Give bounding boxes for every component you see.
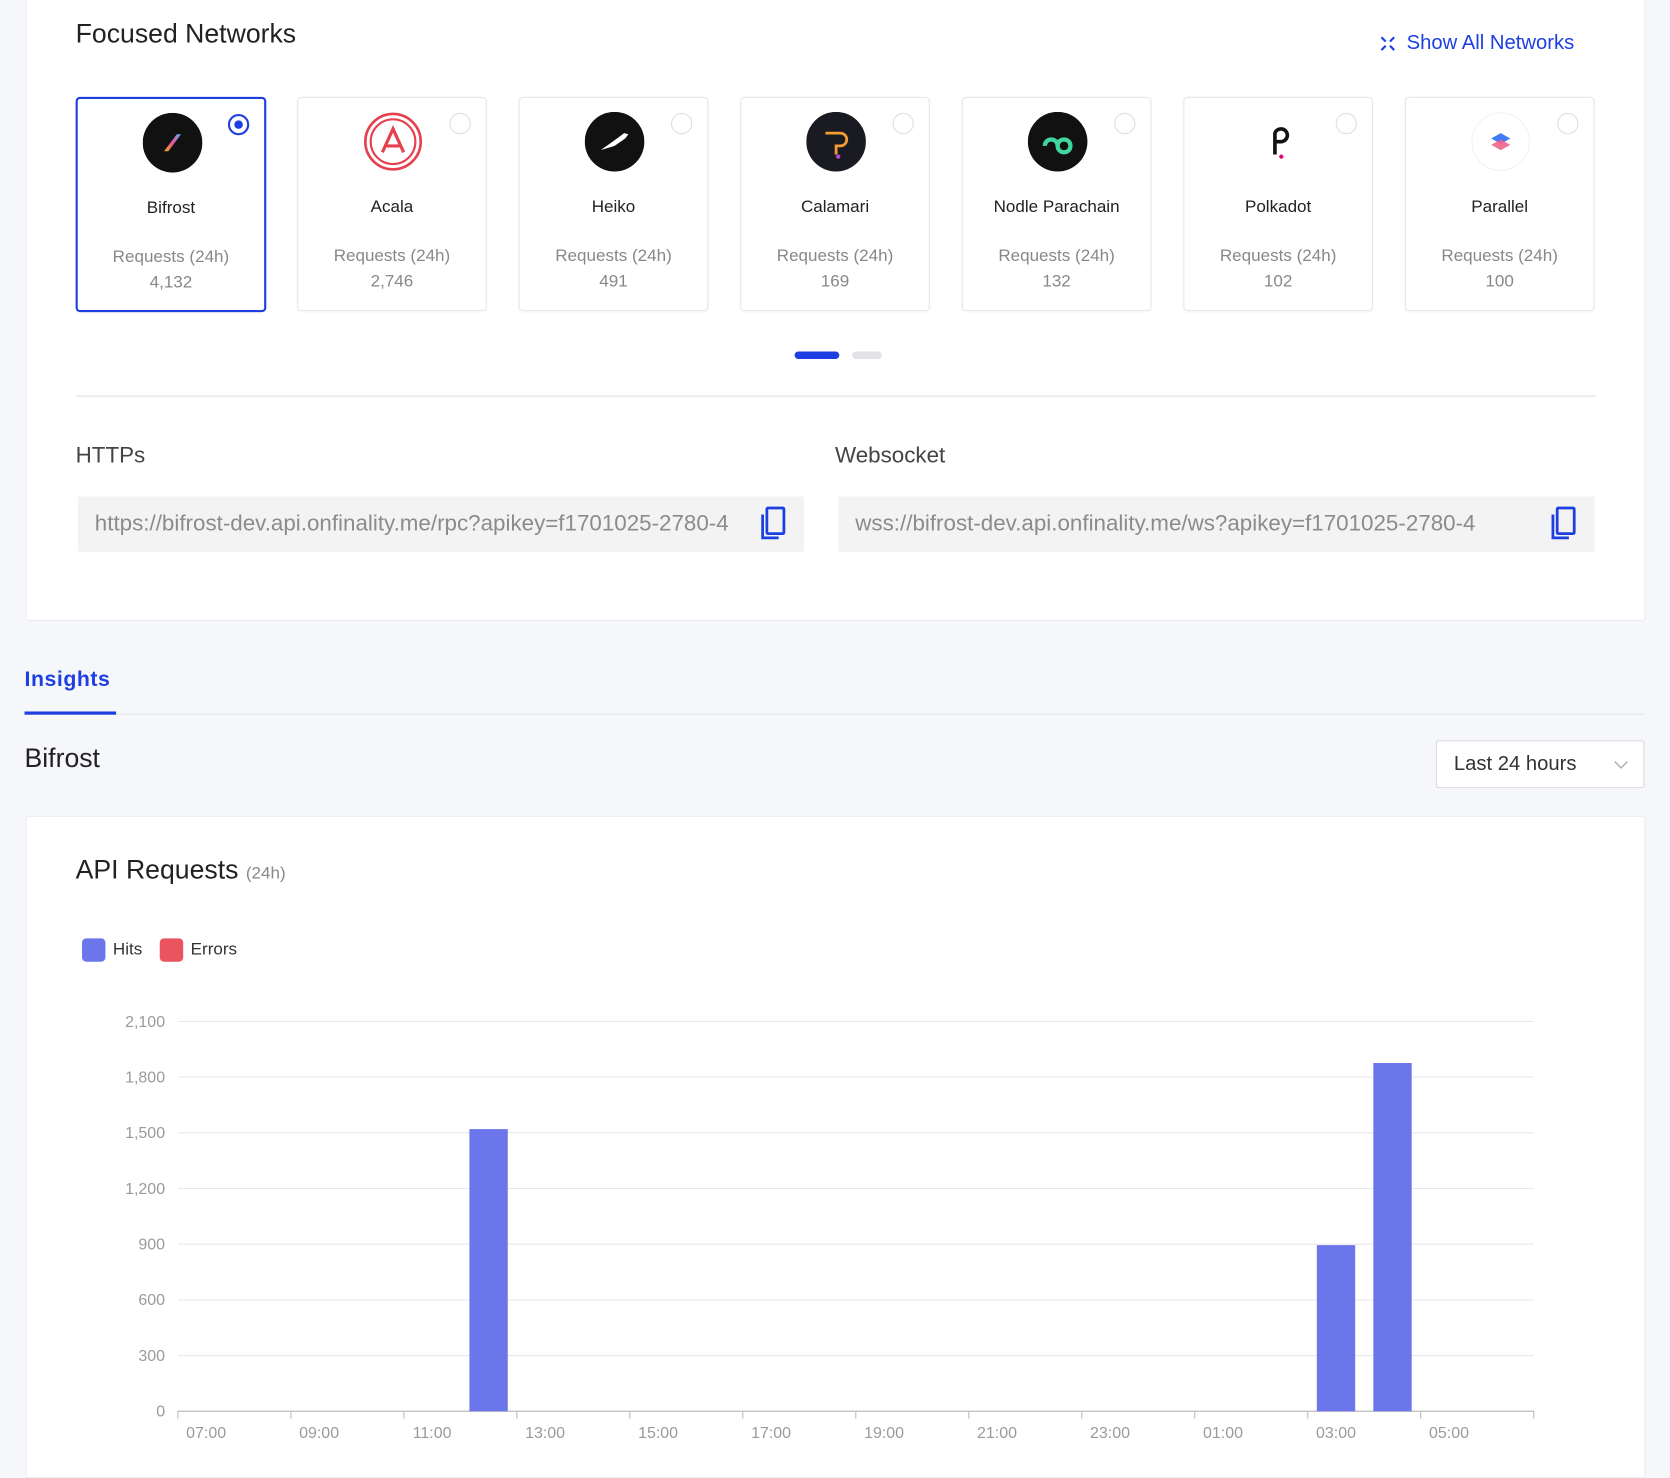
network-name: Bifrost [146,199,196,218]
x-tick-label: 19:00 [864,1425,904,1442]
y-tick-label: 300 [138,1348,165,1365]
calamari-logo-icon [806,111,866,172]
network-radio[interactable] [1114,112,1136,135]
chart-title-text: API Requests [75,855,239,886]
requests-value: 100 [1485,272,1514,291]
network-card-nodle-parachain[interactable]: Nodle Parachain Requests (24h) 132 [961,96,1152,312]
network-radio[interactable] [892,112,914,135]
time-range-value: Last 24 hours [1453,752,1577,775]
legend-item-errors[interactable]: Errors [159,938,238,962]
bar-hits-12:00 [469,1129,508,1412]
x-tick-label: 13:00 [525,1425,565,1442]
tab-insights[interactable]: Insights [24,667,111,692]
websocket-label: Websocket [835,443,946,468]
tab-bar-divider [24,713,1645,715]
network-radio[interactable] [227,113,250,136]
requests-label: Requests (24h) [1219,247,1337,266]
y-tick-label: 1,200 [125,1181,165,1198]
carousel-dot-2[interactable] [852,351,882,359]
requests-label: Requests (24h) [333,247,451,266]
network-name: Acala [370,198,414,217]
y-tick-label: 1,500 [125,1125,165,1142]
x-tick-label: 07:00 [186,1425,226,1442]
https-url-value: https://bifrost-dev.api.onfinality.me/rp… [94,511,729,536]
requests-value: 132 [1042,272,1071,291]
y-tick-label: 0 [156,1404,165,1421]
expand-icon [1380,36,1395,51]
requests-value: 491 [599,272,628,291]
divider [75,395,1597,398]
https-url-field[interactable]: https://bifrost-dev.api.onfinality.me/rp… [77,496,805,552]
network-card-bifrost[interactable]: Bifrost Requests (24h) 4,132 [75,96,267,313]
requests-label: Requests (24h) [1441,247,1558,266]
copy-icon[interactable] [1548,506,1578,542]
chart-subtitle: (24h) [245,864,286,883]
y-tick-label: 1,800 [125,1069,165,1086]
api-requests-chart: 0 300 600 900 1,200 1,500 1,800 2,100 07:00 09:00… [125,1014,1535,1442]
requests-label: Requests (24h) [998,247,1115,266]
acala-logo-icon [363,112,423,172]
requests-value: 4,132 [149,273,193,292]
network-radio[interactable] [449,112,471,135]
network-radio[interactable] [1557,112,1579,135]
bar-hits-04:00 [1373,1063,1412,1412]
x-tick-label: 15:00 [638,1425,678,1442]
y-tick-label: 600 [138,1292,165,1309]
bifrost-logo-icon [142,112,203,173]
network-card-calamari[interactable]: Calamari Requests (24h) 169 [740,96,930,312]
legend-swatch-errors [159,938,184,962]
requests-value: 102 [1263,272,1293,291]
network-radio[interactable] [1335,112,1357,135]
legend-label-errors: Errors [190,940,238,959]
legend-label-hits: Hits [112,940,143,959]
parallel-logo-icon [1471,112,1531,172]
x-tick-label: 23:00 [1090,1425,1130,1442]
requests-value: 169 [820,272,850,291]
network-name: Heiko [591,198,636,217]
x-tick-label: 17:00 [751,1425,791,1442]
network-name: Calamari [800,198,870,217]
x-tick-label: 21:00 [977,1425,1017,1442]
x-tick-label: 09:00 [299,1425,339,1442]
active-tab-indicator [24,711,117,715]
focused-networks-title: Focused Networks [75,19,297,49]
network-card-polkadot[interactable]: Polkadot Requests (24h) 102 [1183,96,1373,312]
requests-value: 2,746 [370,272,414,291]
x-tick-label: 03:00 [1316,1425,1356,1442]
carousel-dot-1[interactable] [794,351,840,359]
websocket-url-value: wss://bifrost-dev.api.onfinality.me/ws?a… [855,511,1476,536]
selected-network-title: Bifrost [24,743,100,774]
focused-networks-panel: Focused Networks Show All Networks Bifro… [25,0,1646,621]
x-tick-label: 01:00 [1203,1425,1243,1442]
legend-swatch-hits [82,938,106,962]
x-tick-label: 05:00 [1429,1425,1469,1442]
network-card-parallel[interactable]: Parallel Requests (24h) 100 [1404,96,1595,312]
https-label: HTTPs [75,443,146,468]
websocket-url-field[interactable]: wss://bifrost-dev.api.onfinality.me/ws?a… [838,496,1595,552]
api-requests-panel: API Requests (24h) Hits Errors 0 300 600 90… [25,815,1646,1478]
network-radio[interactable] [671,112,693,135]
time-range-select[interactable]: Last 24 hours [1435,740,1645,789]
nodle-logo-icon [1027,111,1088,172]
show-all-networks-button[interactable]: Show All Networks [1379,32,1574,55]
show-all-networks-label: Show All Networks [1406,31,1575,55]
x-tick-label: 11:00 [413,1425,452,1442]
bar-hits-03:00 [1316,1245,1356,1412]
network-name: Parallel [1471,198,1529,217]
requests-label: Requests (24h) [555,247,672,266]
requests-label: Requests (24h) [776,247,894,266]
y-tick-label: 900 [138,1237,165,1254]
heiko-logo-icon [584,111,645,172]
requests-label: Requests (24h) [112,248,230,267]
chart-title: API Requests (24h) [76,855,286,886]
network-name: Nodle Parachain [993,198,1120,217]
chevron-down-icon [1614,760,1628,769]
network-card-heiko[interactable]: Heiko Requests (24h) 491 [518,96,709,312]
copy-icon[interactable] [757,506,787,542]
polkadot-logo-icon [1249,112,1309,172]
network-name: Polkadot [1244,198,1312,217]
network-card-acala[interactable]: Acala Requests (24h) 2,746 [297,96,487,312]
legend-item-hits[interactable]: Hits [82,938,143,962]
y-tick-label: 2,100 [125,1014,165,1031]
